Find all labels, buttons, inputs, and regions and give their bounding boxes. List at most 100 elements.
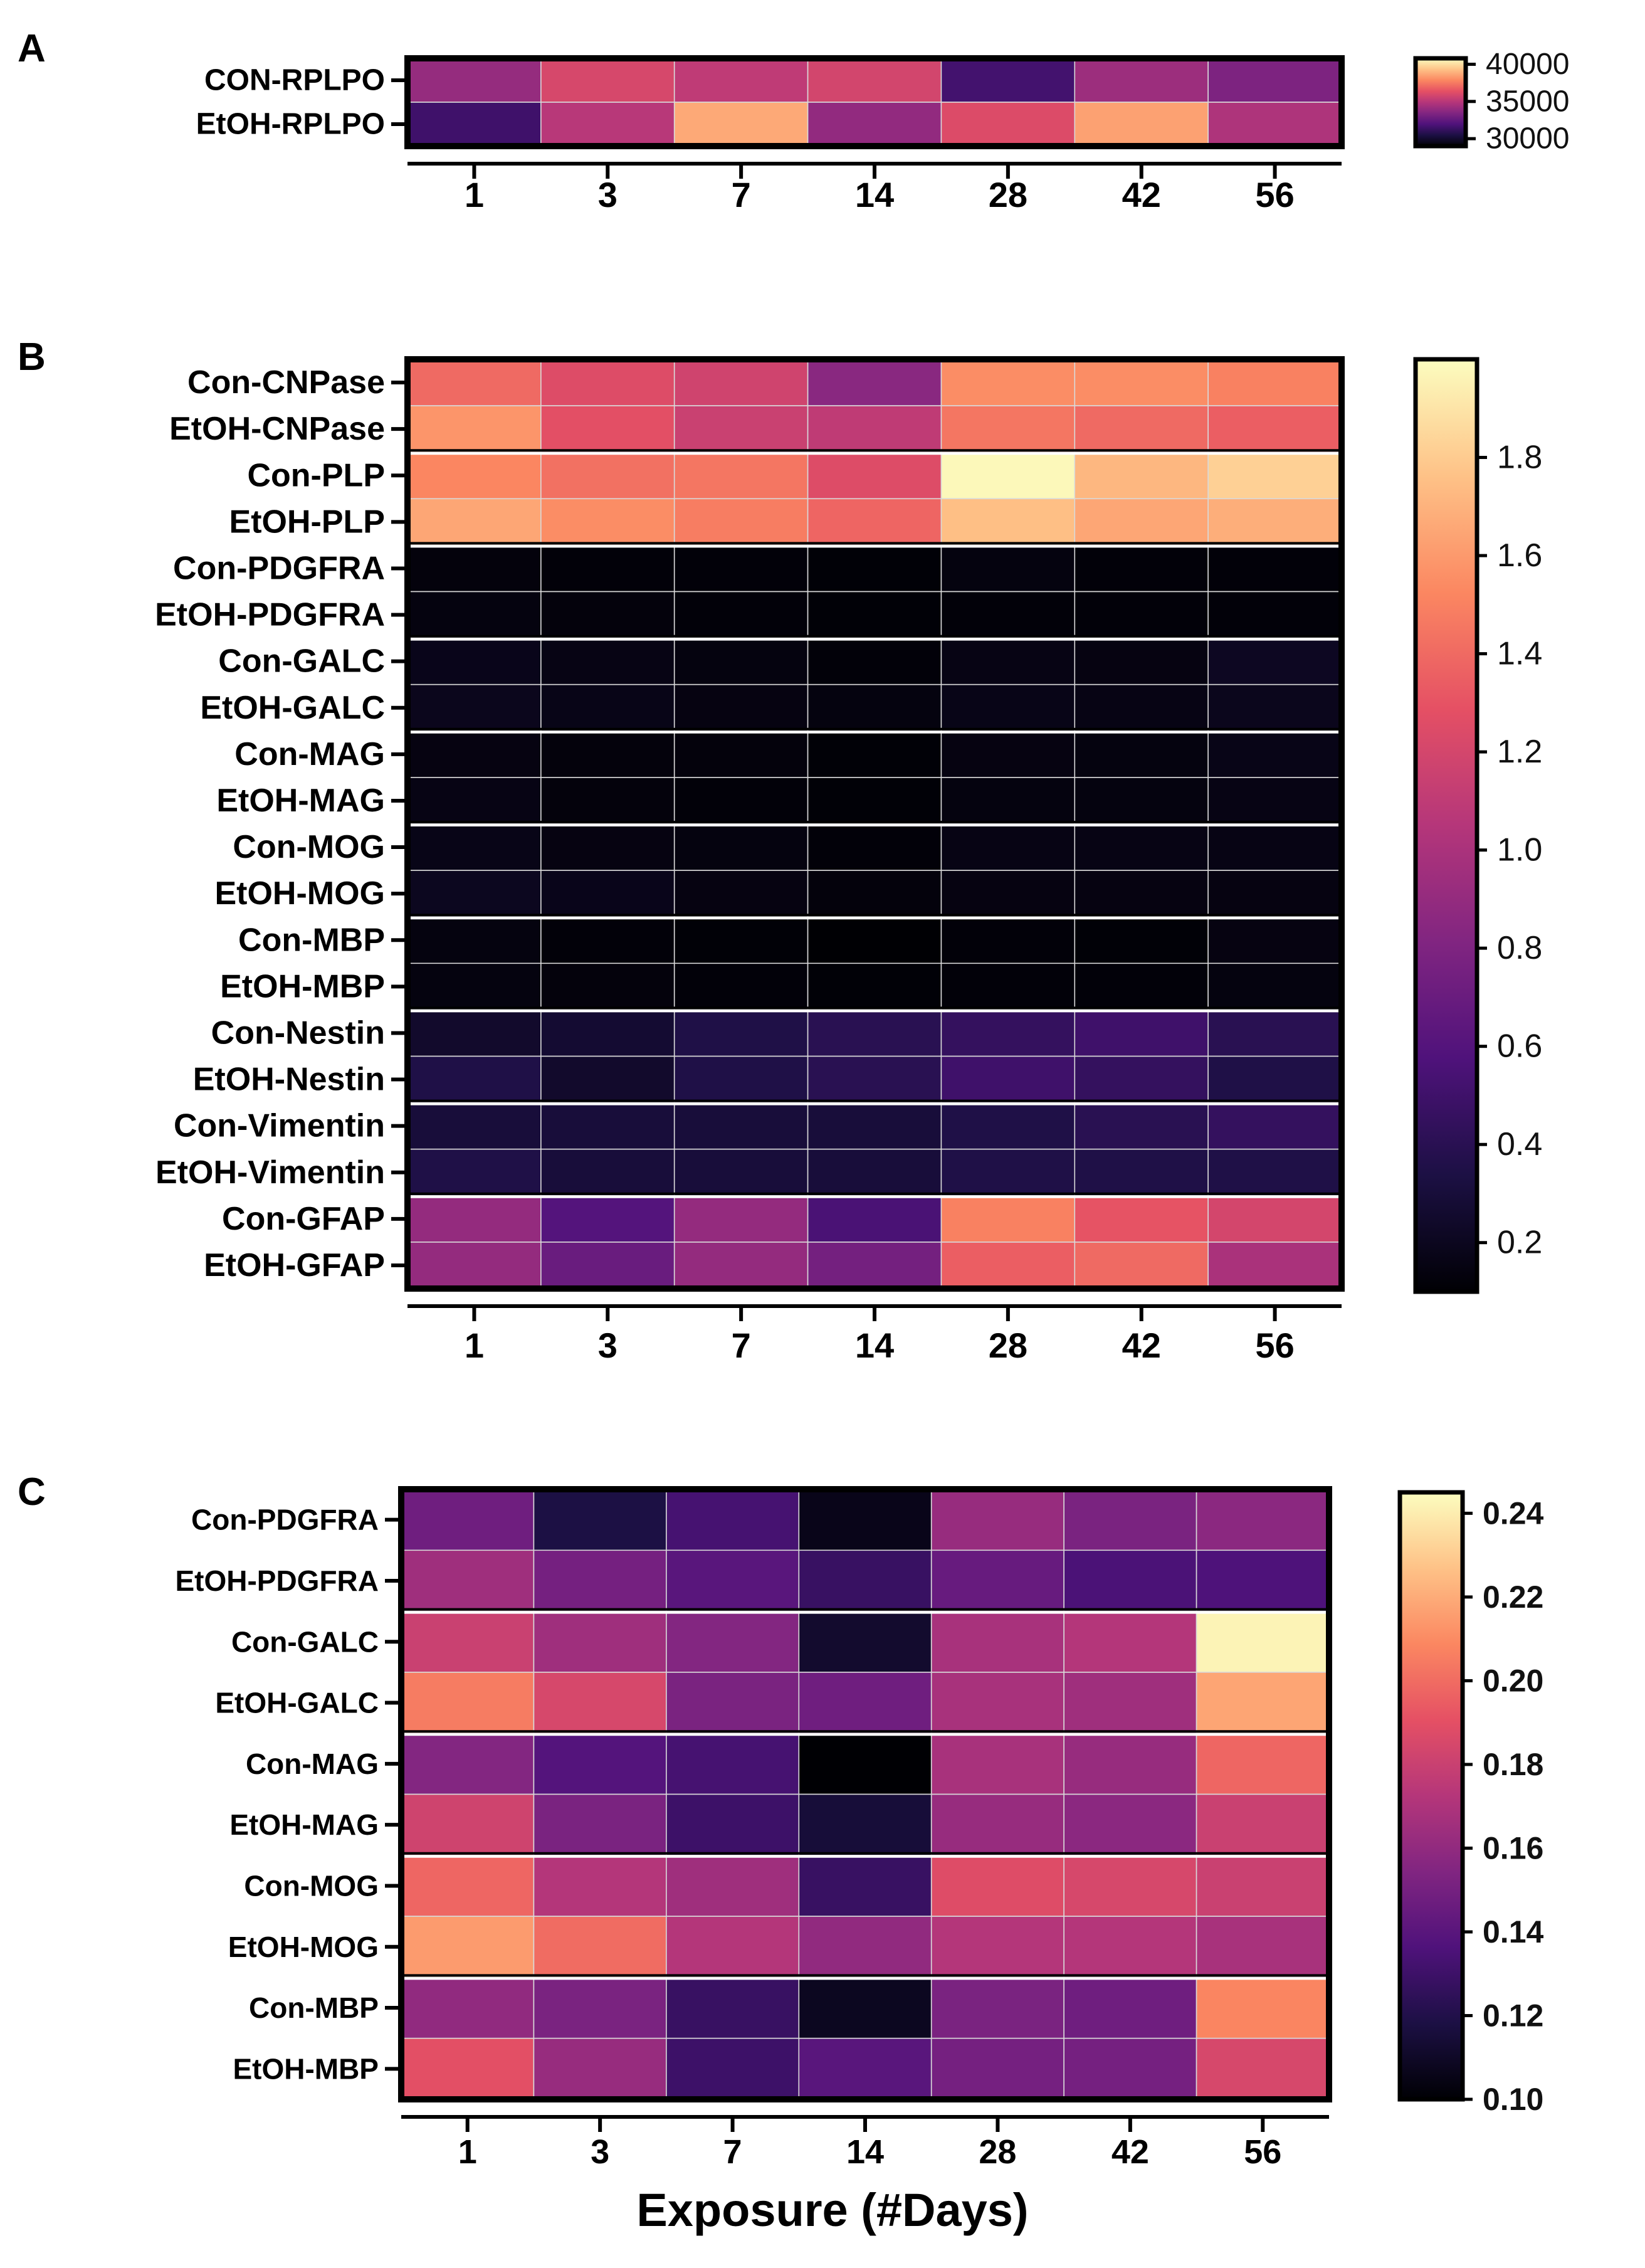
heatmap-cell-a-0-5: [1074, 58, 1209, 103]
heatmap-cell-b-3-1: [540, 498, 675, 546]
heatmap-cell-c-1-2: [666, 1549, 800, 1612]
heatmap-cell-b-2-1: [540, 451, 675, 500]
heatmap-cell-a-1-2: [673, 102, 809, 147]
x-tick-label-a-6: 56: [1255, 175, 1294, 214]
heatmap-cell-b-1-1: [540, 405, 675, 453]
heatmap-cell-b-7-4: [940, 683, 1076, 732]
heatmap-cell-c-8-4: [930, 1976, 1064, 2039]
heatmap-cell-c-1-0: [401, 1549, 535, 1612]
heatmap-cell-b-0-1: [540, 359, 675, 406]
heatmap-cell-b-1-6: [1207, 405, 1342, 453]
heatmap-cell-b-15-2: [673, 1055, 809, 1104]
row-label-b-11: EtOH-MOG: [214, 875, 385, 912]
heatmap-cell-b-8-4: [940, 731, 1076, 778]
heatmap-cell-b-11-1: [540, 870, 675, 917]
heatmap-cell-b-16-1: [540, 1102, 675, 1150]
heatmap-cell-b-0-4: [940, 359, 1076, 406]
x-tick-label-a-5: 42: [1122, 175, 1161, 214]
heatmap-cell-b-5-5: [1074, 591, 1209, 639]
heatmap-cell-b-6-6: [1207, 637, 1342, 685]
heatmap-cell-b-15-1: [540, 1055, 675, 1104]
heatmap-cell-c-7-1: [533, 1916, 667, 1978]
heatmap-cell-c-2-4: [930, 1610, 1064, 1673]
x-tick-label-c-2: 7: [723, 2133, 742, 2171]
heatmap-cell-b-6-0: [407, 637, 542, 685]
heatmap-cell-b-12-4: [940, 916, 1076, 964]
heatmap-cell-a-0-0: [407, 58, 542, 103]
heatmap-cell-c-9-2: [666, 2037, 800, 2100]
heatmap-cell-b-18-4: [940, 1195, 1076, 1243]
heatmap-cell-b-10-4: [940, 823, 1076, 871]
heatmap-cell-c-4-2: [666, 1733, 800, 1795]
heatmap-cell-b-10-6: [1207, 823, 1342, 871]
heatmap-cell-b-12-5: [1074, 916, 1209, 964]
row-label-c-1: EtOH-PDGFRA: [175, 1564, 379, 1597]
row-label-c-9: EtOH-MBP: [233, 2052, 379, 2085]
heatmap-cell-b-5-0: [407, 591, 542, 639]
colorbar-tick-label-c-5: 0.20: [1483, 1663, 1543, 1698]
heatmap-cell-c-0-5: [1063, 1489, 1197, 1551]
panel-letter-b: B: [18, 335, 46, 379]
heatmap-cell-c-0-3: [798, 1489, 932, 1551]
heatmap-frame-a: [404, 55, 1345, 149]
heatmap-cell-b-18-2: [673, 1195, 809, 1243]
heatmap-frame-c: [398, 1486, 1332, 2102]
heatmap-cell-c-4-6: [1196, 1733, 1330, 1795]
heatmap-cell-c-7-3: [798, 1916, 932, 1978]
heatmap-cell-a-1-6: [1207, 102, 1342, 147]
heatmap-cell-b-19-0: [407, 1242, 542, 1289]
panel-letter-c: C: [18, 1470, 46, 1514]
row-label-b-6: Con-GALC: [218, 643, 385, 680]
heatmap-cell-b-19-3: [807, 1242, 942, 1289]
heatmap-cell-c-8-5: [1063, 1976, 1197, 2039]
heatmap-cell-c-9-6: [1196, 2037, 1330, 2100]
heatmap-cell-c-3-4: [930, 1672, 1064, 1734]
heatmap-cell-b-2-6: [1207, 451, 1342, 500]
heatmap-cell-b-18-1: [540, 1195, 675, 1243]
heatmap-panel-a: CON-RPLPO EtOH-RPLPO 1 3 7 14 28 42 56 30000 35000…: [196, 48, 1570, 214]
heatmap-cell-b-16-3: [807, 1102, 942, 1150]
colorbar-b: [1413, 357, 1479, 1294]
x-tick-label-b-6: 56: [1255, 1326, 1294, 1365]
heatmap-panel-b: Con-CNPase EtOH-CNPase Con-PLP EtOH-PLP Con-…: [155, 356, 1542, 1365]
row-label-b-16: Con-Vimentin: [174, 1108, 385, 1144]
heatmap-cell-b-4-6: [1207, 544, 1342, 593]
heatmap-cell-b-0-5: [1074, 359, 1209, 406]
colorbar-tick-label-b-7: 1.6: [1497, 537, 1542, 574]
heatmap-cell-b-13-2: [673, 963, 809, 1011]
heatmap-cell-b-11-5: [1074, 870, 1209, 917]
heatmap-cell-b-2-4: [940, 451, 1076, 500]
heatmap-cell-b-9-0: [407, 777, 542, 825]
heatmap-cell-b-5-1: [540, 591, 675, 639]
colorbar-tick-label-a-1: 35000: [1486, 85, 1569, 118]
row-label-b-18: Con-GFAP: [222, 1201, 385, 1237]
heatmap-cell-b-4-5: [1074, 544, 1209, 593]
heatmap-cell-c-4-5: [1063, 1733, 1197, 1795]
heatmap-cell-c-2-1: [533, 1610, 667, 1673]
heatmap-cell-b-12-0: [407, 916, 542, 964]
x-tick-label-a-2: 7: [732, 175, 751, 214]
row-label-c-0: Con-PDGFRA: [191, 1504, 379, 1536]
heatmap-cell-c-3-5: [1063, 1672, 1197, 1734]
heatmap-cell-b-4-0: [407, 544, 542, 593]
heatmap-cell-b-2-5: [1074, 451, 1209, 500]
heatmap-cell-b-14-0: [407, 1009, 542, 1057]
heatmap-cell-b-12-6: [1207, 916, 1342, 964]
heatmap-cell-b-16-5: [1074, 1102, 1209, 1150]
heatmap-panel-c: Con-PDGFRA EtOH-PDGFRA Con-GALC EtOH-GALC Co…: [175, 1486, 1544, 2171]
row-label-c-4: Con-MAG: [246, 1748, 379, 1780]
heatmap-cell-c-6-5: [1063, 1855, 1197, 1917]
heatmap-cell-a-1-3: [807, 102, 942, 147]
x-tick-label-a-4: 28: [989, 175, 1027, 214]
heatmap-cell-b-14-4: [940, 1009, 1076, 1057]
row-label-b-2: Con-PLP: [247, 457, 385, 493]
heatmap-cell-b-7-6: [1207, 683, 1342, 732]
heatmap-cell-b-17-4: [940, 1148, 1076, 1196]
x-tick-label-c-1: 3: [591, 2133, 609, 2171]
heatmap-cell-c-8-2: [666, 1976, 800, 2039]
heatmap-cell-c-4-3: [798, 1733, 932, 1795]
heatmap-cell-b-19-2: [673, 1242, 809, 1289]
heatmap-cell-b-2-3: [807, 451, 942, 500]
panel-letter-a: A: [18, 27, 46, 70]
row-label-b-12: Con-MBP: [238, 922, 385, 958]
